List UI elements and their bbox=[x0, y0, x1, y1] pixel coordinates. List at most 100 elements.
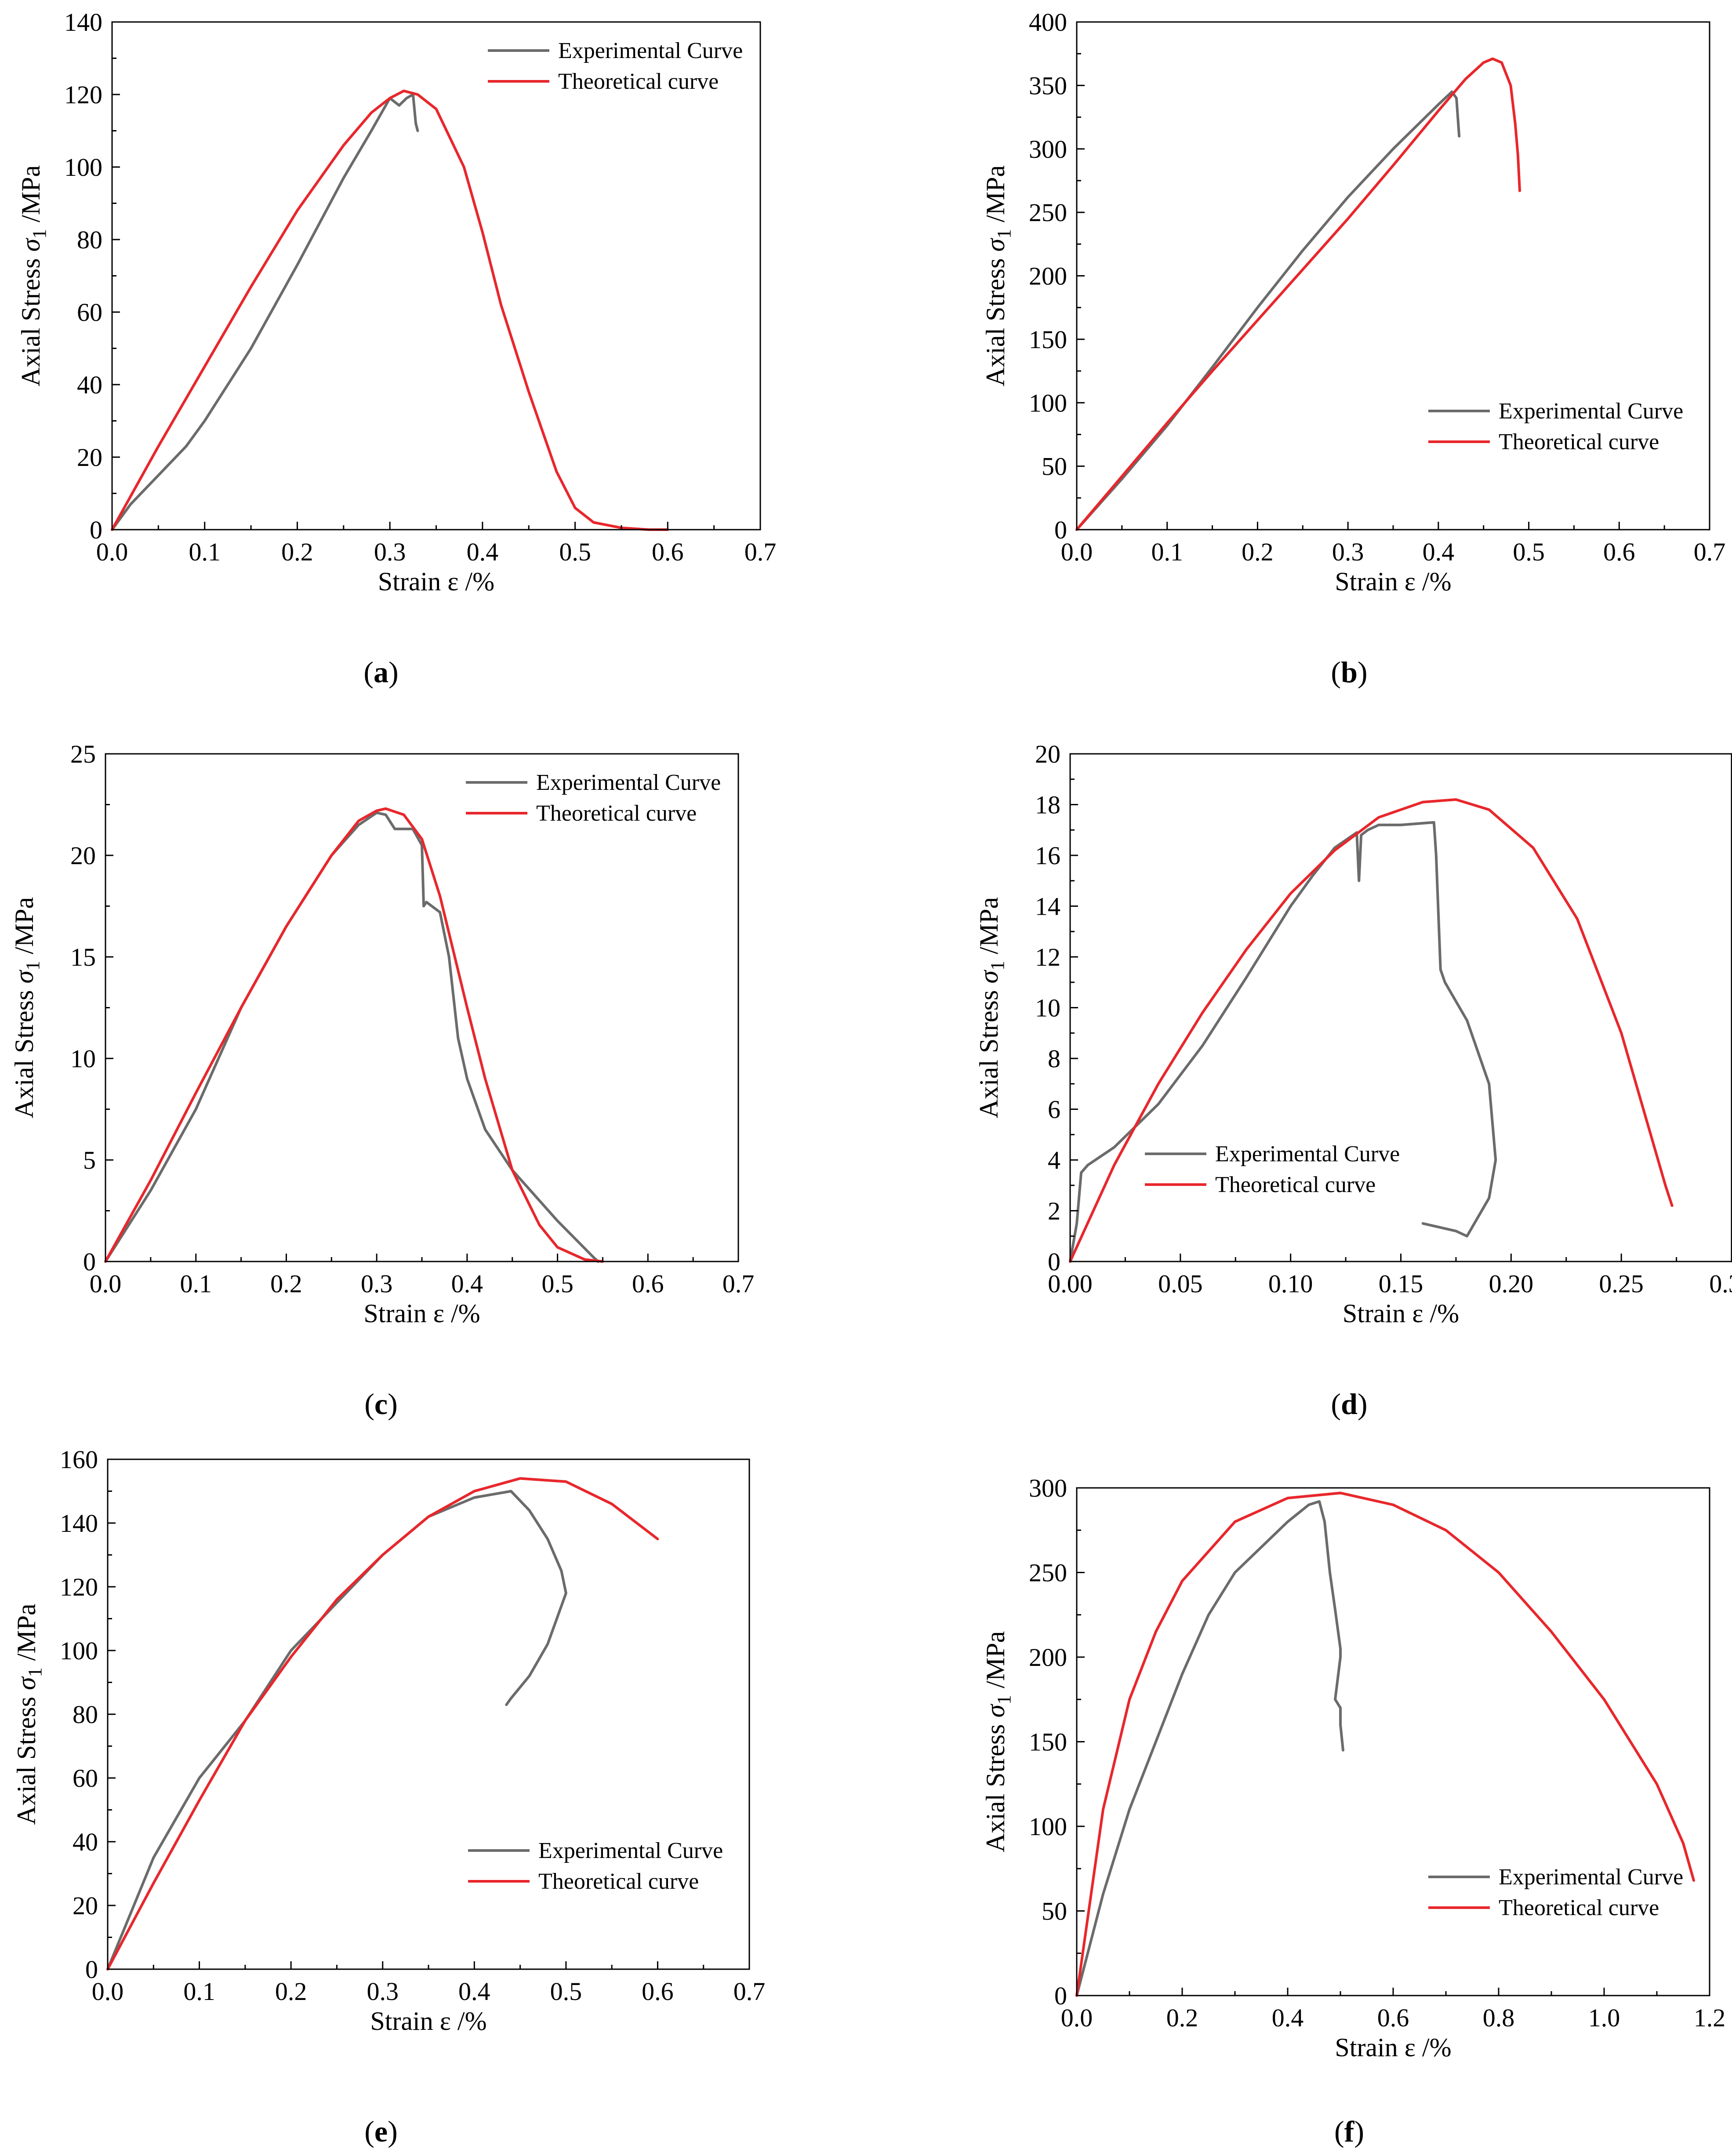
x-tick-label: 0.0 bbox=[96, 538, 128, 566]
x-tick-label: 0.3 bbox=[367, 1977, 399, 2006]
y-axis-title: Axial Stress σ1 /MPa bbox=[10, 897, 44, 1118]
y-axis-title-unit: /MPa bbox=[16, 165, 45, 229]
theoretical-curve-line bbox=[1075, 1491, 1695, 1997]
x-tick-label: 0.7 bbox=[733, 1977, 766, 2006]
x-tick-label: 0.4 bbox=[458, 1977, 490, 2006]
y-axis-title-symbol: σ bbox=[981, 1703, 1010, 1717]
caption-panel-d: (d) bbox=[1331, 1387, 1368, 1421]
y-tick-label: 100 bbox=[1029, 1812, 1067, 1841]
y-axis-title-text: Axial Stress bbox=[974, 983, 1003, 1118]
y-tick-label: 20 bbox=[70, 841, 96, 870]
y-tick-label: 0 bbox=[83, 1247, 96, 1276]
x-axis-title: Strain ε /% bbox=[1335, 2033, 1451, 2062]
x-tick-label: 0.6 bbox=[1377, 2003, 1409, 2032]
y-axis-title-subscript: 1 bbox=[993, 1695, 1015, 1705]
y-axis-title: Axial Stress σ1 /MPa bbox=[974, 897, 1008, 1118]
y-tick-label: 10 bbox=[70, 1044, 96, 1073]
y-tick-label: 60 bbox=[77, 298, 102, 327]
y-axis-title-symbol: σ bbox=[12, 1676, 41, 1690]
y-axis-title-text: Axial Stress bbox=[10, 983, 39, 1118]
y-tick-label: 400 bbox=[1029, 8, 1067, 36]
x-tick-label: 0.2 bbox=[1242, 538, 1274, 566]
x-tick-label: 0.2 bbox=[281, 538, 313, 566]
x-tick-label: 0.3 bbox=[361, 1269, 393, 1298]
y-tick-label: 6 bbox=[1048, 1095, 1060, 1124]
legend-experimental-label: Experimental Curve bbox=[538, 1838, 723, 1863]
y-tick-label: 120 bbox=[60, 1573, 98, 1601]
y-axis-title: Axial Stress σ1 /MPa bbox=[16, 165, 50, 386]
y-tick-label: 20 bbox=[1035, 740, 1060, 768]
legend-theoretical-label: Theoretical curve bbox=[536, 801, 697, 826]
x-tick-label: 0.6 bbox=[642, 1977, 674, 2006]
caption-panel-f: (f) bbox=[1334, 2115, 1364, 2148]
x-tick-label: 0.0 bbox=[92, 1977, 124, 2006]
y-tick-label: 140 bbox=[64, 8, 102, 36]
y-axis-title-subscript: 1 bbox=[24, 1667, 46, 1677]
y-axis-title-text: Axial Stress bbox=[981, 1717, 1010, 1852]
y-tick-label: 350 bbox=[1029, 71, 1067, 100]
y-tick-label: 40 bbox=[77, 371, 102, 399]
y-tick-label: 2 bbox=[1048, 1197, 1060, 1225]
y-tick-label: 4 bbox=[1048, 1146, 1060, 1174]
y-tick-label: 150 bbox=[1029, 325, 1067, 354]
x-tick-label: 0.1 bbox=[1151, 538, 1183, 566]
x-tick-label: 0.20 bbox=[1489, 1269, 1534, 1298]
x-tick-label: 0.6 bbox=[1603, 538, 1635, 566]
caption-panel-e: (e) bbox=[364, 2115, 398, 2148]
legend-theoretical-label: Theoretical curve bbox=[1499, 429, 1659, 454]
y-tick-label: 16 bbox=[1035, 841, 1060, 870]
x-tick-label: 0.4 bbox=[1272, 2003, 1304, 2032]
y-axis-title-subscript: 1 bbox=[29, 229, 50, 239]
y-tick-label: 25 bbox=[70, 740, 96, 768]
y-tick-label: 20 bbox=[73, 1891, 98, 1920]
legend-experimental-label: Experimental Curve bbox=[1499, 1865, 1683, 1890]
y-tick-label: 100 bbox=[1029, 389, 1067, 417]
theoretical-curve-line bbox=[104, 807, 604, 1263]
x-tick-label: 0.6 bbox=[652, 538, 684, 566]
x-tick-label: 0.8 bbox=[1483, 2003, 1515, 2032]
y-tick-label: 200 bbox=[1029, 1643, 1067, 1672]
x-tick-label: 0.0 bbox=[90, 1269, 122, 1298]
x-tick-label: 0.15 bbox=[1379, 1269, 1423, 1298]
plot-area: 0.0 0.1 0.2 0.3 0.4 0.5 0.6 0.7 0 50 100 150 200 250 3… bbox=[981, 8, 1725, 596]
x-tick-label: 0.2 bbox=[1166, 2003, 1198, 2032]
y-axis-title-symbol: σ bbox=[974, 969, 1003, 983]
y-tick-label: 20 bbox=[77, 443, 102, 472]
x-axis-title: Strain ε /% bbox=[378, 567, 494, 596]
legend-theoretical-label: Theoretical curve bbox=[1499, 1895, 1659, 1920]
y-tick-label: 0 bbox=[1054, 516, 1067, 544]
x-tick-label: 0.4 bbox=[1423, 538, 1455, 566]
caption-panel-c: (c) bbox=[364, 1387, 398, 1421]
y-tick-label: 160 bbox=[60, 1445, 98, 1474]
y-axis-title: Axial Stress σ1 /MPa bbox=[981, 165, 1015, 386]
y-tick-label: 0 bbox=[85, 1955, 98, 1984]
theoretical-curve-line bbox=[111, 89, 669, 531]
legend-experimental-label: Experimental Curve bbox=[1215, 1142, 1400, 1167]
x-tick-label: 0.1 bbox=[189, 538, 221, 566]
y-axis-title-unit: /MPa bbox=[10, 897, 39, 961]
y-tick-label: 0 bbox=[90, 516, 102, 544]
y-tick-label: 50 bbox=[1042, 1897, 1067, 1926]
theoretical-curve-line bbox=[106, 1477, 659, 1971]
x-tick-label: 0.3 bbox=[1332, 538, 1364, 566]
y-axis-title-unit: /MPa bbox=[12, 1603, 41, 1667]
y-tick-label: 250 bbox=[1029, 198, 1067, 227]
experimental-curve-line bbox=[111, 93, 419, 531]
y-tick-label: 300 bbox=[1029, 1474, 1067, 1502]
x-tick-label: 0.4 bbox=[451, 1269, 483, 1298]
y-tick-label: 40 bbox=[73, 1828, 98, 1856]
y-tick-label: 0 bbox=[1048, 1247, 1060, 1276]
theoretical-curve-line bbox=[1075, 57, 1521, 531]
y-tick-label: 10 bbox=[1035, 994, 1060, 1022]
y-tick-label: 8 bbox=[1048, 1044, 1060, 1073]
x-tick-label: 0.05 bbox=[1158, 1269, 1203, 1298]
x-tick-label: 0.30 bbox=[1709, 1269, 1732, 1298]
plot-area: 0.0 0.2 0.4 0.6 0.8 1.0 1.2 0 50 100 150 200 250 300 S… bbox=[981, 1474, 1725, 2062]
x-tick-label: 1.0 bbox=[1588, 2003, 1620, 2032]
legend-theoretical-label: Theoretical curve bbox=[1215, 1172, 1376, 1197]
plot-area: 0.0 0.1 0.2 0.3 0.4 0.5 0.6 0.7 0 20 40 60 80 100 120 1… bbox=[12, 1445, 765, 2036]
